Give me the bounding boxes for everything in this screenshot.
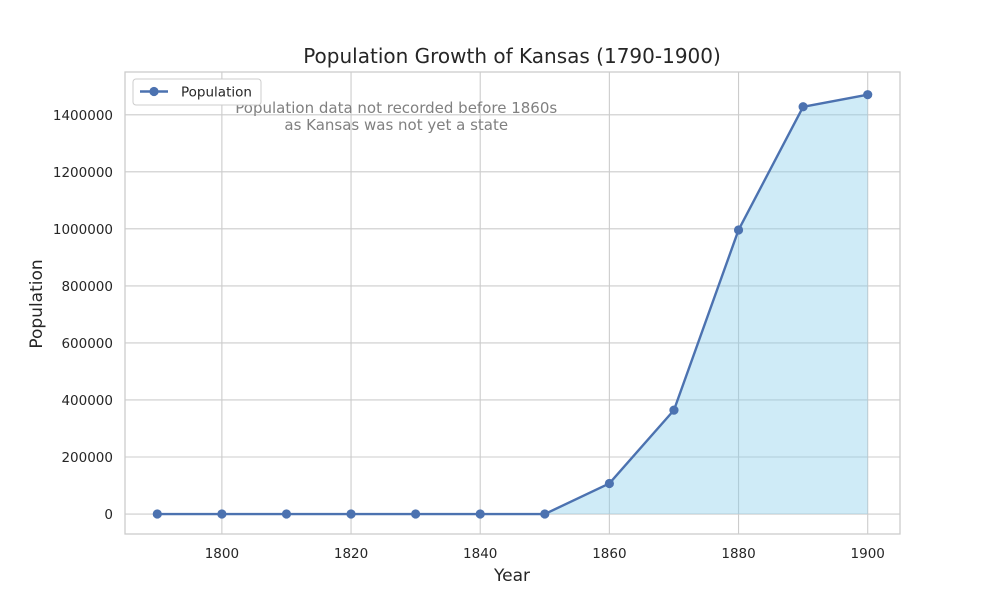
population-data-point [346,509,356,519]
population-data-point [540,509,550,519]
legend: Population [132,78,262,106]
legend-marker-swatch [149,86,159,97]
area-layer [157,94,868,515]
population-data-point [669,405,679,415]
population-data-point [863,90,873,100]
population-data-point [475,509,485,519]
legend-box [132,78,262,106]
population-area-fill [157,94,868,515]
legend-label-population: Population [181,85,252,101]
y-axis-label: Population [27,259,47,348]
x-tick-label: 1900 [851,546,885,562]
y-tick-label: 1000000 [53,222,113,238]
population-data-point [411,509,421,519]
x-tick-label: 1840 [463,546,497,562]
y-tick-label: 0 [104,507,113,523]
annotation-line-1: Population data not recorded before 1860… [235,99,557,117]
annotation-line-2: as Kansas was not yet a state [284,116,508,134]
population-data-point [798,102,808,112]
y-tick-labels: 0 200000 400000 600000 800000 1000000 1200000 1… [53,108,113,523]
x-axis-label: Year [493,566,530,586]
plot-frame [124,71,901,535]
population-data-point [733,225,744,235]
x-tick-label: 1880 [721,546,755,562]
y-tick-label: 600000 [61,336,113,352]
chart-title: Population Growth of Kansas (1790-1900) [303,44,721,68]
y-tick-label: 1200000 [53,165,113,181]
y-tick-label: 400000 [61,393,113,409]
x-tick-label: 1800 [205,546,239,562]
x-tick-labels: 1800 1820 1840 1860 1880 1900 [205,546,885,562]
point-layer [152,90,873,519]
population-data-point [604,478,614,489]
y-tick-label: 200000 [61,450,113,466]
population-data-point [152,509,162,519]
y-tick-label: 1400000 [53,108,113,124]
x-tick-label: 1820 [334,546,368,562]
population-data-point [281,509,292,519]
population-data-point [217,509,227,519]
line-layer [157,93,868,516]
x-tick-label: 1860 [592,546,626,562]
grid [125,72,900,534]
population-series-line [157,93,868,516]
y-tick-label: 800000 [61,279,113,295]
